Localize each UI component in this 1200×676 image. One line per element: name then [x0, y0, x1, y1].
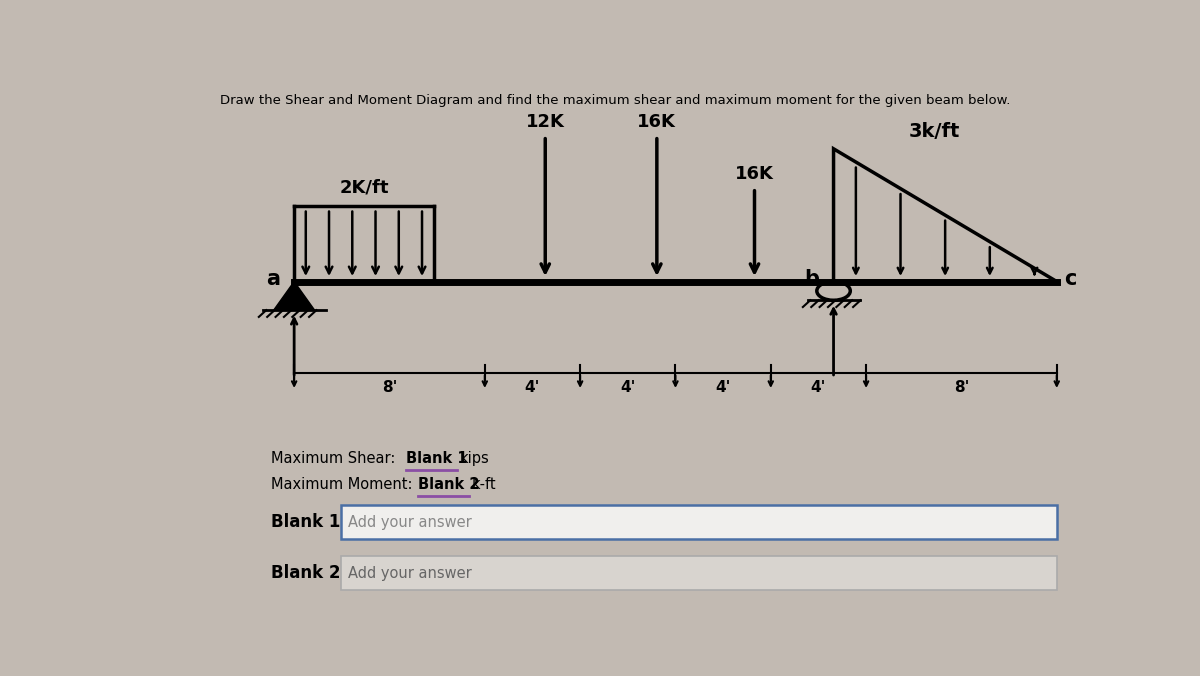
Text: a: a: [266, 269, 281, 289]
Text: Add your answer: Add your answer: [348, 566, 472, 581]
Bar: [341, 506, 1057, 539]
Polygon shape: [274, 281, 314, 310]
Text: 16K: 16K: [736, 165, 774, 183]
Text: 8': 8': [954, 381, 970, 395]
Text: 4': 4': [715, 381, 731, 395]
Text: 2K/ft: 2K/ft: [340, 178, 389, 197]
Text: 3k/ft: 3k/ft: [908, 122, 960, 141]
Text: 8': 8': [382, 381, 397, 395]
Text: Blank 1: Blank 1: [271, 513, 341, 531]
Text: Blank 2: Blank 2: [271, 564, 341, 582]
Text: Draw the Shear and Moment Diagram and find the maximum shear and maximum moment : Draw the Shear and Moment Diagram and fi…: [220, 94, 1010, 107]
Text: c: c: [1064, 269, 1076, 289]
Text: Maximum Shear:: Maximum Shear:: [271, 451, 395, 466]
Text: b: b: [805, 269, 820, 289]
Text: 4': 4': [524, 381, 540, 395]
Text: Maximum Moment:: Maximum Moment:: [271, 477, 413, 492]
Text: k-ft: k-ft: [472, 477, 497, 492]
Text: 4': 4': [620, 381, 636, 395]
Text: Add your answer: Add your answer: [348, 514, 472, 530]
Text: Blank 1: Blank 1: [406, 451, 467, 466]
Text: 4': 4': [811, 381, 826, 395]
Text: 12K: 12K: [526, 113, 565, 130]
Text: kips: kips: [460, 451, 490, 466]
Text: 16K: 16K: [637, 113, 677, 130]
Bar: [341, 556, 1057, 590]
Text: Blank 2: Blank 2: [418, 477, 479, 492]
